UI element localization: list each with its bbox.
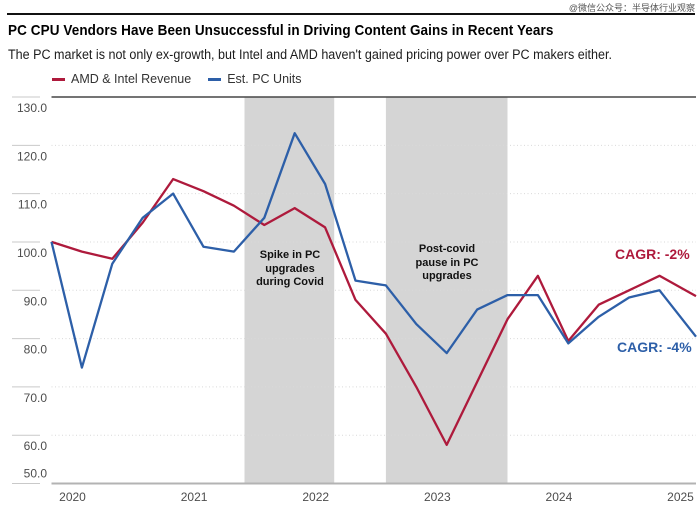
units-line-swatch [208, 77, 222, 81]
x-axis-label: 2024 [546, 490, 573, 504]
y-axis-label: 70.0 [24, 391, 48, 405]
x-axis-label: 2025 [667, 490, 694, 504]
legend-item-revenue: AMD & Intel Revenue [52, 72, 191, 86]
watermark: @微信公众号：半导体行业观察 [568, 3, 695, 13]
x-axis-label: 2021 [181, 490, 208, 504]
y-axis-label: 80.0 [24, 343, 48, 357]
x-axis-label: 2020 [59, 490, 86, 504]
highlight-band [244, 97, 335, 484]
y-axis-label: 90.0 [24, 294, 48, 308]
header-rule [7, 13, 695, 15]
legend: AMD & Intel Revenue Est. PC Units [52, 72, 302, 86]
y-axis-label: 120.0 [17, 149, 47, 163]
chart-title: PC CPU Vendors Have Been Unsuccessful in… [8, 22, 554, 39]
annotation-covid-spike: Spike in PC upgrades during Covid [256, 249, 324, 288]
y-axis-label: 60.0 [24, 439, 48, 453]
y-axis-label: 130.0 [17, 101, 47, 115]
legend-item-units: Est. PC Units [208, 72, 302, 86]
legend-label-units: Est. PC Units [227, 72, 302, 86]
y-axis-label: 110.0 [18, 198, 47, 212]
cagr-label-revenue: CAGR: -2% [615, 246, 690, 262]
revenue-line-swatch [52, 77, 65, 81]
x-axis-label: 2023 [424, 490, 451, 504]
x-axis-label: 2022 [302, 490, 329, 504]
annotation-postcovid-pause: Post-covid pause in PC upgrades [415, 243, 479, 282]
y-axis-label: 100.0 [17, 246, 47, 260]
chart-subtitle: The PC market is not only ex-growth, but… [8, 47, 612, 62]
y-axis-label: 50.0 [24, 467, 48, 481]
cagr-label-units: CAGR: -4% [617, 339, 692, 355]
legend-label-revenue: AMD & Intel Revenue [71, 72, 192, 86]
pc-units-line [50, 132, 697, 369]
revenue-line [51, 177, 697, 447]
highlight-band [385, 97, 508, 484]
